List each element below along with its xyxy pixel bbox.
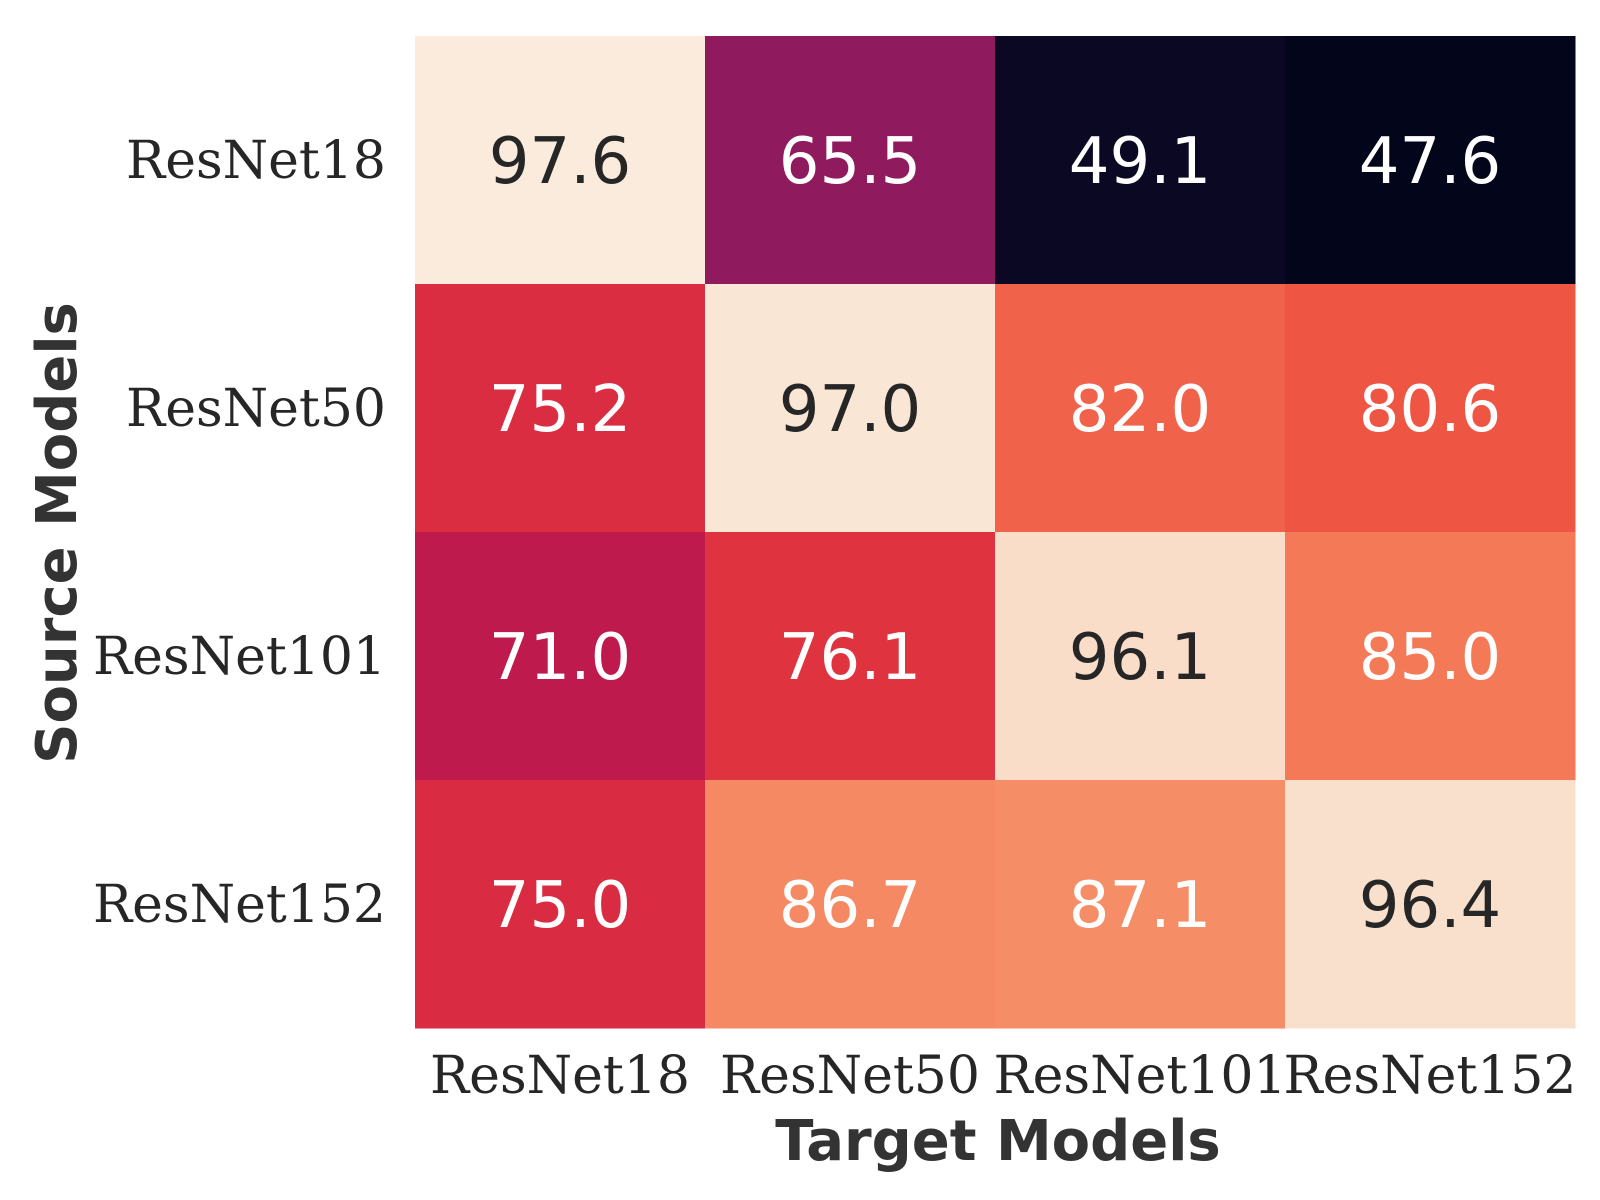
heatmap-cell-r0-c1 (705, 36, 996, 285)
y-tick-label: ResNet152 (93, 875, 386, 935)
cell-value-label: 96.4 (1359, 869, 1502, 943)
heatmap-cell-r0-c0 (415, 36, 706, 285)
cell-value-label: 75.2 (489, 373, 632, 447)
cell-value-label: 82.0 (1069, 373, 1212, 447)
y-tick-label: ResNet101 (93, 627, 386, 687)
heatmap-cell-r1-c3 (1285, 284, 1576, 533)
cell-value-label: 87.1 (1069, 869, 1212, 943)
heatmap-cell-r1-c0 (415, 284, 706, 533)
cell-value-label: 75.0 (489, 869, 632, 943)
cell-value-label: 71.0 (489, 621, 632, 695)
heatmap-cell-r0-c2 (995, 36, 1286, 285)
cell-value-label: 80.6 (1359, 373, 1502, 447)
y-tick-label: ResNet18 (126, 131, 386, 191)
x-axis-title: Target Models (775, 1109, 1221, 1174)
heatmap-cell-r3-c2 (995, 780, 1286, 1029)
x-tick-label: ResNet101 (993, 1046, 1286, 1106)
heatmap-cell-r1-c1 (705, 284, 996, 533)
heatmap-cell-r0-c3 (1285, 36, 1576, 285)
heatmap-cell-r3-c0 (415, 780, 706, 1029)
heatmap-cell-r1-c2 (995, 284, 1286, 533)
x-tick-label: ResNet18 (430, 1046, 690, 1106)
heatmap-cell-values: 97.6 65.5 49.1 47.6 75.2 97.0 82.0 80.6 71.0 76.1… (489, 125, 1502, 943)
cell-value-label: 97.6 (489, 125, 632, 199)
cell-value-label: 86.7 (779, 869, 922, 943)
y-tick-label: ResNet50 (126, 379, 386, 439)
heatmap-cell-r3-c3 (1285, 780, 1576, 1029)
heatmap-cell-r3-c1 (705, 780, 996, 1029)
cell-value-label: 85.0 (1359, 621, 1502, 695)
cell-value-label: 49.1 (1069, 125, 1212, 199)
heatmap-cells (415, 36, 1576, 1029)
cell-value-label: 65.5 (779, 125, 922, 199)
heatmap-cell-r2-c0 (415, 532, 706, 781)
heatmap-cell-r2-c3 (1285, 532, 1576, 781)
cell-value-label: 97.0 (779, 373, 922, 447)
heatmap-cell-r2-c1 (705, 532, 996, 781)
x-tick-label: ResNet50 (720, 1046, 980, 1106)
y-tick-labels: ResNet18 ResNet50 ResNet101 ResNet152 (93, 131, 386, 935)
heatmap-cell-r2-c2 (995, 532, 1286, 781)
cell-value-label: 76.1 (779, 621, 922, 695)
y-axis-title: Source Models (25, 302, 90, 764)
cell-value-label: 96.1 (1069, 621, 1212, 695)
x-tick-label: ResNet152 (1283, 1046, 1576, 1106)
cell-value-label: 47.6 (1359, 125, 1502, 199)
